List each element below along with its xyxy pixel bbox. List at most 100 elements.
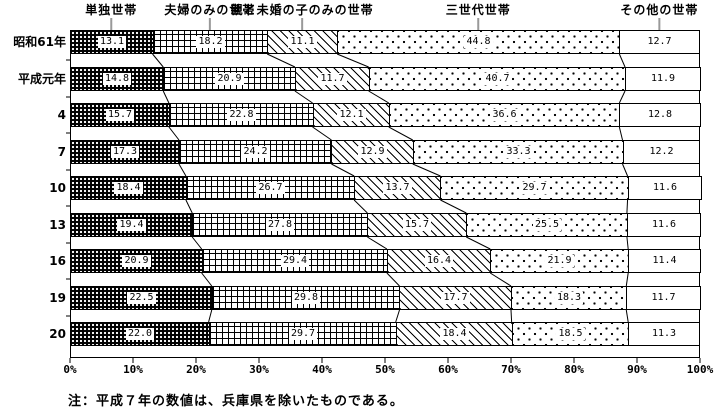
x-tick-label: 20%	[186, 363, 206, 376]
segment-value-label: 18.2	[196, 36, 225, 48]
segment-value-label: 36.6	[490, 109, 519, 121]
bar-segment: 29.8	[212, 286, 400, 310]
segment-value-label: 11.4	[650, 255, 679, 267]
segment-value-label: 13.7	[383, 182, 412, 194]
row-label: 10	[49, 181, 66, 195]
bar-segment: 24.2	[179, 140, 332, 164]
segment-value-label: 11.6	[650, 182, 680, 194]
segment-value-label: 29.4	[280, 255, 310, 267]
bar-segment: 15.7	[367, 213, 467, 237]
bar-segment: 11.6	[628, 176, 702, 200]
row-label: 4	[57, 108, 66, 122]
segment-value-label: 29.7	[520, 182, 549, 194]
segment-value-label: 14.8	[102, 73, 132, 85]
bar-segment: 14.8	[70, 67, 164, 91]
bar-segment: 36.6	[389, 103, 620, 127]
bar-segment: 18.2	[153, 30, 268, 54]
x-tick-label: 30%	[249, 363, 269, 376]
segment-value-label: 12.2	[647, 146, 676, 158]
x-tick-label: 60%	[438, 363, 458, 376]
bar-segment: 40.7	[369, 67, 626, 91]
bar-segment: 33.3	[413, 140, 624, 164]
bar-segment: 22.8	[169, 103, 314, 127]
bar-segment: 22.0	[70, 322, 210, 346]
segment-value-label: 11.3	[649, 328, 679, 340]
bar-segment: 29.4	[202, 249, 388, 273]
bar-segment: 22.5	[70, 286, 213, 310]
x-tick-label: 70%	[501, 363, 521, 376]
bar-row: 13.1 18.2 11.1 44.8 12.7	[70, 30, 701, 54]
bar-segment: 15.7	[70, 103, 170, 127]
segment-value-label: 25.5	[532, 219, 562, 231]
segment-value-label: 13.1	[97, 36, 127, 48]
category-label: 夫婦のみの世帯	[164, 3, 256, 17]
bar-segment: 20.9	[163, 67, 296, 91]
bar-segment: 26.7	[186, 176, 355, 200]
bar-segment: 18.4	[70, 176, 187, 200]
bar-segment: 11.4	[628, 249, 701, 273]
bar-segment: 20.9	[70, 249, 203, 273]
bar-segment: 13.7	[354, 176, 441, 200]
bar-segment: 13.1	[70, 30, 154, 54]
bar-row: 22.0 29.7 18.4 18.5 11.3	[70, 322, 701, 346]
segment-value-label: 44.8	[464, 36, 493, 48]
x-tick-label: 10%	[123, 363, 143, 376]
segment-value-label: 12.8	[645, 109, 675, 121]
bar-segment: 18.3	[511, 286, 627, 310]
bar-segment: 11.7	[626, 286, 701, 310]
segment-value-label: 18.4	[440, 328, 469, 340]
bar-segment: 25.5	[466, 213, 628, 237]
bar-segment: 11.7	[295, 67, 370, 91]
row-label: 13	[49, 218, 66, 232]
plot-area: 13.1 18.2 11.1 44.8 12.7 昭和61年 14.8 20.9 11.7 40.…	[13, 18, 702, 363]
bar-segment: 12.7	[619, 30, 700, 54]
segment-value-label: 12.9	[358, 146, 387, 158]
category-label: 三世代世帯	[445, 3, 511, 17]
row-label: 平成元年	[17, 72, 66, 86]
segment-value-label: 11.9	[648, 73, 678, 85]
segment-value-label: 18.3	[554, 292, 584, 304]
bar-segment: 17.7	[399, 286, 512, 310]
segment-value-label: 11.1	[288, 36, 317, 48]
segment-value-label: 33.3	[504, 146, 533, 158]
segment-value-label: 29.7	[288, 328, 318, 340]
bar-row: 17.3 24.2 12.9 33.3 12.2	[70, 140, 701, 164]
bar-segment: 44.8	[337, 30, 620, 54]
segment-value-label: 22.5	[127, 292, 156, 304]
segment-value-label: 19.4	[117, 219, 146, 231]
bar-segment: 12.8	[619, 103, 701, 127]
bar-row: 14.8 20.9 11.7 40.7 11.9	[70, 67, 701, 91]
segment-value-label: 18.5	[556, 328, 585, 340]
bar-segment: 11.6	[627, 213, 701, 237]
x-tick-label: 90%	[627, 363, 647, 376]
bar-segment: 12.9	[331, 140, 414, 164]
bar-segment: 16.4	[387, 249, 491, 273]
category-label: その他の世帯	[620, 3, 699, 17]
bar-segment: 12.1	[313, 103, 390, 127]
row-label: 7	[57, 145, 66, 159]
bar-segment: 11.9	[625, 67, 701, 91]
segment-value-label: 11.6	[649, 219, 679, 231]
segment-value-label: 40.7	[483, 73, 512, 85]
segment-value-label: 16.4	[424, 255, 454, 267]
segment-value-label: 15.7	[402, 219, 432, 231]
segment-value-label: 20.9	[122, 255, 151, 267]
bar-segment: 11.1	[267, 30, 338, 54]
bar-row: 18.4 26.7 13.7 29.7 11.6	[70, 176, 702, 200]
segment-value-label: 24.2	[241, 146, 270, 158]
bar-segment: 21.9	[490, 249, 629, 273]
segment-value-label: 11.7	[649, 292, 678, 304]
row-label: 20	[49, 327, 66, 341]
bar-segment: 18.4	[396, 322, 513, 346]
category-label: 単独世帯	[85, 3, 138, 17]
segment-value-label: 17.7	[441, 292, 470, 304]
x-tick-label: 80%	[564, 363, 584, 376]
segment-value-label: 20.9	[215, 73, 244, 85]
bar-row: 20.9 29.4 16.4 21.9 11.4	[70, 249, 701, 273]
bar-row: 22.5 29.8 17.7 18.3 11.7	[70, 286, 701, 310]
x-tick-label: 0%	[63, 363, 77, 376]
segment-value-label: 27.8	[265, 219, 295, 231]
segment-value-label: 26.7	[256, 182, 285, 194]
segment-value-label: 12.1	[337, 109, 366, 121]
segment-value-label: 15.7	[105, 109, 135, 121]
